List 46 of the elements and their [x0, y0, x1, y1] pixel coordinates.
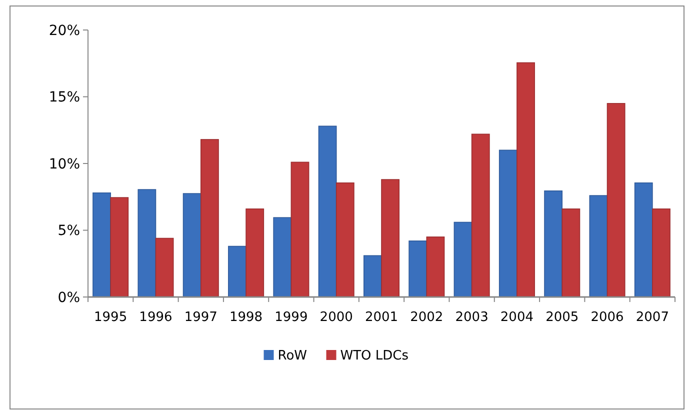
bar — [589, 195, 608, 298]
y-tick-label: 10% — [48, 156, 80, 172]
bar — [92, 192, 111, 298]
x-tick-label: 2000 — [320, 310, 353, 325]
bar — [408, 240, 428, 298]
bar — [182, 193, 202, 298]
bar — [228, 246, 246, 298]
bar — [516, 62, 535, 298]
bar — [138, 189, 156, 298]
bar — [110, 197, 129, 298]
bar — [454, 222, 472, 298]
x-tick-label: 1995 — [94, 310, 128, 325]
x-tick-label: 1996 — [139, 310, 172, 325]
bar — [544, 190, 563, 298]
bar — [606, 103, 626, 298]
x-tick-label: 1997 — [184, 310, 218, 325]
x-tick-label: 2004 — [500, 310, 534, 325]
x-tick-label: 2006 — [590, 310, 624, 325]
x-tick-label: 2001 — [364, 310, 398, 325]
bar — [381, 179, 400, 298]
x-tick-label: 2007 — [636, 310, 669, 325]
bar — [200, 139, 219, 298]
x-tick-label: 1999 — [274, 310, 308, 325]
bar — [290, 162, 310, 298]
x-tick-label: 2005 — [546, 310, 579, 325]
bar — [336, 182, 354, 298]
y-tick-label: 15% — [48, 90, 80, 106]
bar — [363, 255, 382, 298]
bar — [246, 208, 264, 298]
y-tick-label: 0% — [58, 290, 80, 306]
y-tick-label: 5% — [58, 223, 80, 240]
x-tick-label: 2003 — [455, 310, 488, 325]
x-tick-label: 2002 — [410, 310, 444, 325]
legend-label: RoW — [278, 348, 308, 364]
bar — [634, 182, 653, 298]
bar — [652, 208, 670, 298]
bar — [426, 236, 445, 298]
bar — [471, 134, 490, 298]
bar — [498, 150, 518, 298]
bar — [318, 126, 337, 298]
bar — [155, 238, 174, 298]
y-tick-label: 20% — [48, 22, 80, 39]
bar — [562, 208, 580, 298]
legend-label: WTO LDCs — [340, 348, 409, 364]
bar — [273, 217, 292, 298]
x-tick-label: 1998 — [229, 310, 263, 325]
